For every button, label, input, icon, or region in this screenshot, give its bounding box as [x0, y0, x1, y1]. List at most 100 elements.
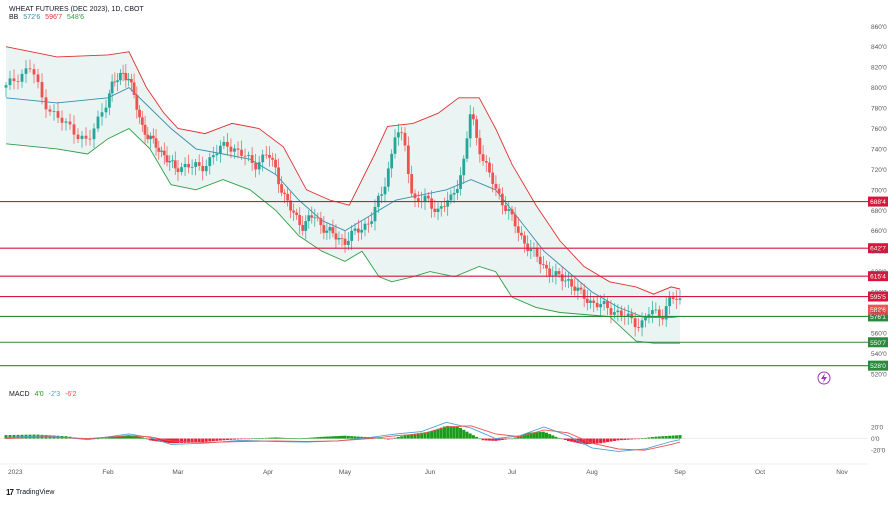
macd-histogram-bar [143, 438, 147, 439]
price-tick-label: 560'0 [871, 330, 887, 337]
macd-signal-line [5, 425, 681, 451]
candle-body [516, 226, 520, 233]
candle-body [567, 279, 570, 281]
candle-body [229, 146, 233, 152]
candle-body [356, 228, 360, 233]
candle-body [168, 161, 172, 163]
macd-histogram-bar [390, 438, 394, 440]
candle [664, 297, 668, 327]
macd-legend: MACD 4'0 -2'3 -6'2 [9, 391, 80, 398]
macd-histogram-bar [337, 435, 341, 439]
macd-value: 4'0 [34, 391, 44, 398]
level-label-box [868, 291, 888, 302]
price-tick-label: 580'0 [871, 310, 887, 317]
candle-body [334, 233, 338, 240]
price-tick-label: 640'0 [871, 249, 887, 256]
macd-histogram-bar [513, 437, 517, 439]
candle [194, 159, 198, 176]
candle [96, 110, 100, 132]
candle [160, 146, 163, 158]
candle-body [36, 74, 40, 83]
macd-histogram-bar [343, 435, 347, 439]
macd-histogram-bar [268, 437, 272, 439]
macd-histogram-bar [459, 428, 463, 439]
candle-body [100, 112, 104, 117]
price-tick-label: 700'0 [871, 187, 887, 194]
macd-histogram-bar [442, 426, 446, 439]
tradingview-name: TradingView [15, 489, 55, 496]
candle [661, 309, 665, 326]
macd-histogram-bar [261, 438, 265, 439]
macd-histogram-bar [650, 436, 654, 439]
macd-histogram-bar [497, 438, 501, 441]
macd-histogram-bar [295, 438, 299, 440]
candle-body [478, 137, 482, 155]
macd-histogram-bar [201, 438, 205, 443]
macd-histogram-bar [413, 433, 417, 439]
candle [319, 211, 323, 234]
candle-body [257, 162, 261, 170]
candle [135, 86, 139, 119]
candle-body [8, 78, 12, 86]
candle [520, 226, 523, 240]
candle [298, 206, 302, 235]
candle-body [72, 124, 76, 135]
candle [416, 191, 420, 208]
candle [443, 197, 446, 212]
candle-body [264, 154, 268, 156]
macd-histogram-bar [526, 432, 530, 439]
macd-histogram-bar [204, 438, 208, 442]
candle [548, 261, 552, 283]
macd-histogram-bar [138, 436, 142, 439]
macd-histogram-bar [162, 438, 166, 443]
bollinger-lower-line [5, 127, 680, 344]
macd-histogram-bar [225, 438, 229, 441]
candle [609, 300, 613, 324]
price-tick-label: 820'0 [871, 65, 887, 72]
macd-histogram-bar [356, 436, 360, 439]
macd-histogram-bar [633, 438, 637, 440]
candle-body [140, 117, 144, 125]
candle [504, 196, 507, 215]
bb-legend: BB 572'6 596'7 548'6 [9, 14, 87, 21]
candle-body [430, 198, 434, 209]
candle-body [322, 225, 326, 233]
candle [187, 154, 190, 174]
candle-body [510, 209, 514, 215]
candle-body [406, 145, 410, 175]
candle [60, 110, 64, 131]
candle [100, 103, 104, 126]
candle [56, 101, 60, 124]
candle [675, 290, 678, 309]
candle [606, 297, 609, 316]
candle-body [423, 195, 427, 202]
macd-histogram-bar [626, 438, 630, 440]
candle-body [346, 240, 350, 245]
candle-body [310, 215, 314, 218]
macd-histogram-bar [630, 438, 634, 440]
candle-body [353, 228, 357, 231]
level-label: 688'4 [870, 199, 886, 206]
candle-body [363, 223, 367, 230]
candle-body [582, 289, 586, 299]
candle [436, 202, 440, 220]
candle [322, 215, 326, 240]
candle-body [84, 135, 88, 139]
candle-body [307, 215, 311, 222]
candle [644, 313, 647, 328]
candle-body [602, 301, 606, 305]
candle [268, 146, 271, 167]
candle-body [121, 72, 125, 74]
x-tick-label: Aug [586, 469, 598, 476]
candle-body [76, 134, 80, 140]
candle-body [465, 138, 469, 159]
candle-body [592, 300, 596, 303]
macd-histogram-bar [541, 431, 545, 439]
candle-body [640, 320, 644, 328]
candle [292, 203, 296, 221]
macd-histogram-bar [292, 438, 296, 439]
candle-body [619, 310, 623, 316]
macd-histogram-bar [271, 437, 275, 439]
candle [406, 136, 410, 184]
macd-line [5, 421, 681, 452]
